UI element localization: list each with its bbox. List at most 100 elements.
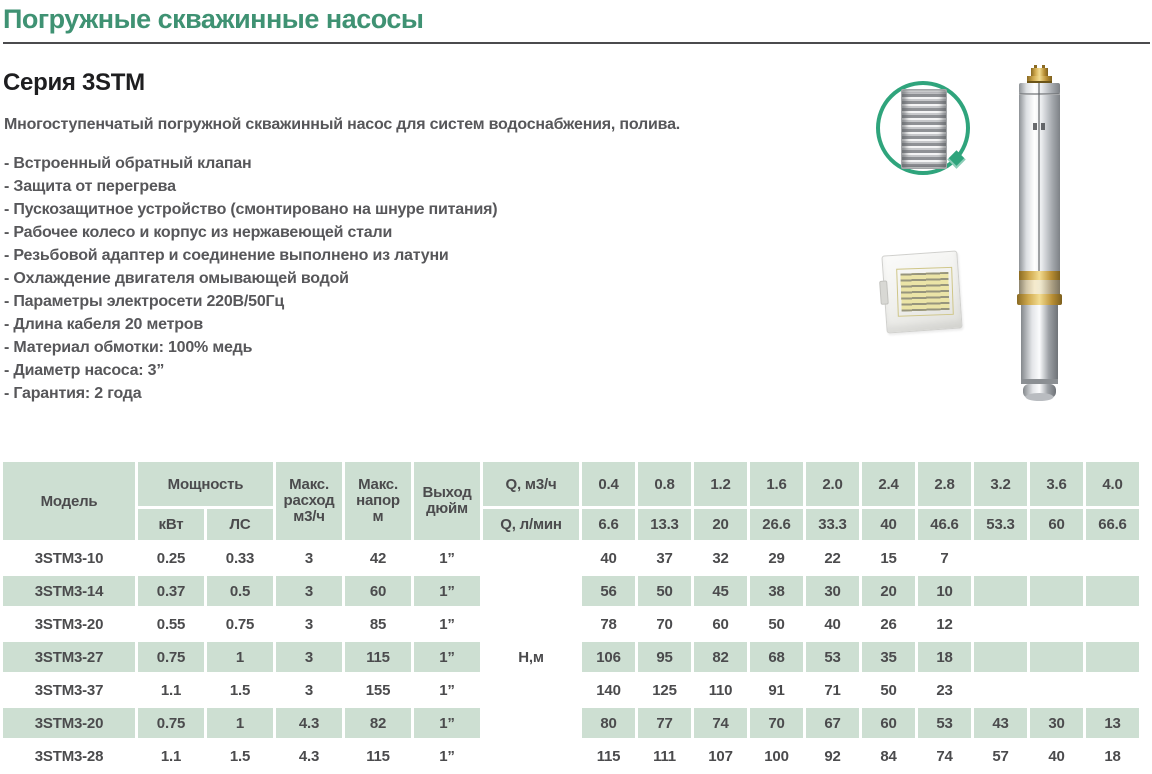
table-row: 3STM3-20 0.75 1 4.3 82 1” 80 77 74 70 67 60 53 43 30 13 xyxy=(3,708,1139,738)
table-row: 3STM3-37 1.1 1.5 3 155 1” 140 125 110 91 71 50 23 xyxy=(3,675,1139,705)
head-value-cell xyxy=(1086,576,1139,606)
head-value-cell: 74 xyxy=(918,741,971,771)
head-value-cell: 10 xyxy=(918,576,971,606)
impeller-detail-icon xyxy=(876,81,970,175)
flow-m3h-header-cell: 3.2 xyxy=(974,462,1027,506)
head-value-cell xyxy=(974,675,1027,705)
head-value-cell: 57 xyxy=(974,741,1027,771)
model-cell: 3STM3-10 xyxy=(3,543,135,573)
control-box-image xyxy=(879,250,963,334)
head-value-cell: 91 xyxy=(750,675,803,705)
head-value-cell xyxy=(974,609,1027,639)
head-value-cell: 71 xyxy=(806,675,859,705)
head-value-cell: 50 xyxy=(750,609,803,639)
feature-item: Гарантия: 2 года xyxy=(4,382,1152,405)
head-value-cell: 100 xyxy=(750,741,803,771)
control-box-label xyxy=(896,266,954,317)
head-value-cell: 115 xyxy=(582,741,635,771)
model-cell: 3STM3-20 xyxy=(3,609,135,639)
outlet-cell: 1” xyxy=(414,642,480,672)
flow-m3h-header-cell: 1.6 xyxy=(750,462,803,506)
head-value-cell: 60 xyxy=(694,609,747,639)
table-row: 3STM3-10 0.25 0.33 3 42 1” Н,м 40 37 32 29 22 15 7 xyxy=(3,543,1139,771)
feature-item: Резьбовой адаптер и соединение выполнено… xyxy=(4,244,1152,267)
feature-item: Материал обмотки: 100% медь xyxy=(4,336,1152,359)
head-value-cell: 50 xyxy=(638,576,691,606)
head-value-cell: 80 xyxy=(582,708,635,738)
head-value-cell: 13 xyxy=(1086,708,1139,738)
head-value-cell: 70 xyxy=(638,609,691,639)
flow-m3h-header-cell: 2.4 xyxy=(862,462,915,506)
head-value-cell: 7 xyxy=(918,543,971,573)
flow-m3h-header-cell: 4.0 xyxy=(1086,462,1139,506)
flow-m3h-header-cell: 2.8 xyxy=(918,462,971,506)
outlet-cell: 1” xyxy=(414,609,480,639)
max-flow-cell: 4.3 xyxy=(276,741,342,771)
col-header-power: Мощность xyxy=(138,462,273,506)
power-hp-cell: 0.75 xyxy=(207,609,273,639)
feature-item: Охлаждение двигателя омывающей водой xyxy=(4,267,1152,290)
head-value-cell: 22 xyxy=(806,543,859,573)
flow-lmin-header-cell: 40 xyxy=(862,509,915,540)
head-value-cell: 37 xyxy=(638,543,691,573)
head-value-cell xyxy=(1086,609,1139,639)
page-header: Погружные скважинные насосы xyxy=(3,0,1150,44)
head-value-cell: 40 xyxy=(582,543,635,573)
head-value-cell xyxy=(1030,576,1083,606)
model-cell: 3STM3-28 xyxy=(3,741,135,771)
col-header-kw: кВт xyxy=(138,509,204,540)
model-cell: 3STM3-20 xyxy=(3,708,135,738)
head-value-cell: 40 xyxy=(1030,741,1083,771)
power-kw-cell: 1.1 xyxy=(138,741,204,771)
head-value-cell: 107 xyxy=(694,741,747,771)
head-value-cell: 35 xyxy=(862,642,915,672)
feature-item: Длина кабеля 20 метров xyxy=(4,313,1152,336)
head-value-cell xyxy=(974,576,1027,606)
spec-table: Модель Мощность Макс. расход м3/ч Макс. … xyxy=(0,459,1142,774)
outlet-cell: 1” xyxy=(414,675,480,705)
max-flow-cell: 4.3 xyxy=(276,708,342,738)
col-header-model: Модель xyxy=(3,462,135,540)
feature-item: Встроенный обратный клапан xyxy=(4,152,1152,175)
head-value-cell: 74 xyxy=(694,708,747,738)
feature-item: Параметры электросети 220В/50Гц xyxy=(4,290,1152,313)
head-value-cell: 53 xyxy=(806,642,859,672)
max-head-cell: 115 xyxy=(345,741,411,771)
head-value-cell xyxy=(974,642,1027,672)
head-value-cell: 45 xyxy=(694,576,747,606)
head-value-cell xyxy=(1086,642,1139,672)
col-header-hp: ЛС xyxy=(207,509,273,540)
head-value-cell: 38 xyxy=(750,576,803,606)
max-head-cell: 60 xyxy=(345,576,411,606)
head-value-cell: 12 xyxy=(918,609,971,639)
flow-m3h-header-cell: 1.2 xyxy=(694,462,747,506)
head-value-cell xyxy=(1030,609,1083,639)
power-kw-cell: 0.55 xyxy=(138,609,204,639)
series-description: Многоступенчатый погружной скважинный на… xyxy=(4,116,681,133)
head-value-cell: 18 xyxy=(1086,741,1139,771)
max-flow-cell: 3 xyxy=(276,543,342,573)
flow-lmin-header-cell: 26.6 xyxy=(750,509,803,540)
head-unit-label: Н,м xyxy=(483,543,579,771)
table-row: 3STM3-14 0.37 0.5 3 60 1” 56 50 45 38 30 20 10 xyxy=(3,576,1139,606)
pump-photo xyxy=(1017,65,1062,401)
head-value-cell: 15 xyxy=(862,543,915,573)
impeller-stack-icon xyxy=(901,89,947,169)
power-kw-cell: 0.37 xyxy=(138,576,204,606)
col-header-max-flow: Макс. расход м3/ч xyxy=(276,462,342,540)
head-value-cell: 60 xyxy=(862,708,915,738)
head-value-cell: 78 xyxy=(582,609,635,639)
head-value-cell: 53 xyxy=(918,708,971,738)
head-value-cell: 26 xyxy=(862,609,915,639)
power-hp-cell: 1 xyxy=(207,642,273,672)
power-kw-cell: 1.1 xyxy=(138,675,204,705)
header-row-2: кВт ЛС Q, л/мин 6.6 13.3 20 26.6 33.3 40 46.6 5… xyxy=(3,509,1139,540)
head-value-cell: 82 xyxy=(694,642,747,672)
series-title: Серия 3STM xyxy=(3,69,145,96)
col-header-outlet: Выход дюйм xyxy=(414,462,480,540)
head-value-cell: 29 xyxy=(750,543,803,573)
model-cell: 3STM3-37 xyxy=(3,675,135,705)
flow-m3h-header-cell: 0.8 xyxy=(638,462,691,506)
head-value-cell: 125 xyxy=(638,675,691,705)
head-value-cell: 20 xyxy=(862,576,915,606)
